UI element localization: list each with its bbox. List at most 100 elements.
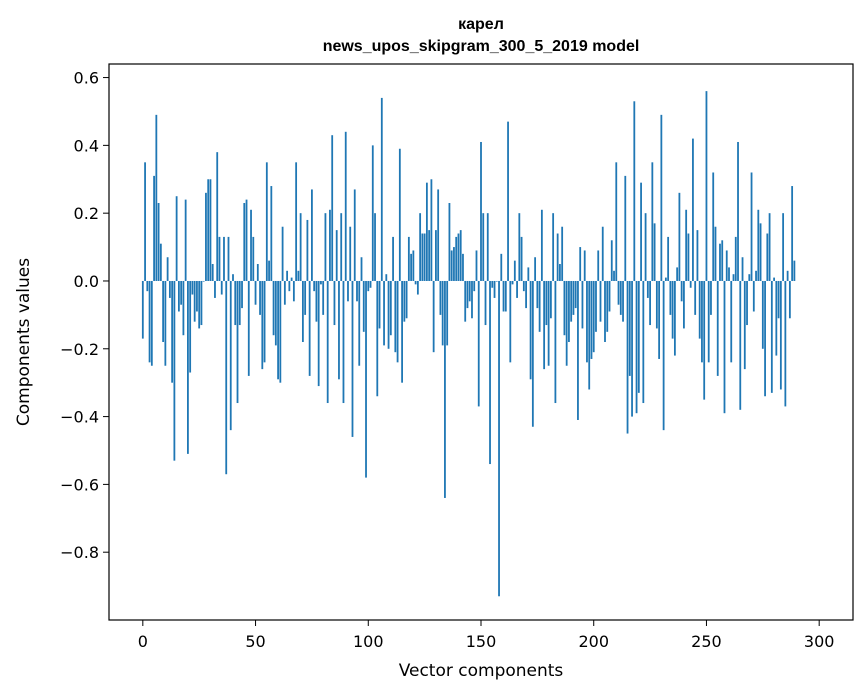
bar (371, 145, 374, 281)
bar (680, 280, 683, 302)
bar (283, 280, 286, 305)
bar (540, 209, 543, 281)
bar (315, 280, 318, 322)
bar (193, 280, 196, 322)
bar (613, 270, 615, 281)
bar (353, 189, 356, 281)
bar (329, 209, 331, 281)
bar (380, 97, 383, 281)
bar (441, 280, 444, 346)
chart-title-line2: news_upos_skipgram_300_5_2019 model (323, 38, 640, 55)
bar (153, 175, 155, 281)
bar (421, 233, 424, 281)
bar (705, 91, 708, 281)
bar (367, 280, 370, 292)
bar (495, 280, 498, 282)
bar (622, 280, 624, 322)
bar (304, 280, 307, 315)
bar (196, 280, 198, 312)
bar (146, 280, 149, 292)
bar (779, 280, 782, 390)
bar (549, 280, 552, 319)
bar (428, 230, 431, 281)
bar (272, 280, 275, 336)
bar (723, 280, 726, 414)
bar (559, 264, 561, 281)
bar (286, 270, 289, 281)
bar (468, 280, 471, 302)
bar (407, 236, 410, 281)
bar (635, 280, 638, 414)
bar (177, 280, 180, 312)
bar (335, 230, 338, 281)
bar (214, 280, 216, 298)
x-tick-label: 50 (245, 632, 265, 651)
bar (250, 209, 252, 281)
bar (543, 280, 546, 370)
bar (561, 226, 564, 281)
bar (247, 280, 250, 376)
bar (365, 280, 367, 478)
bar (444, 280, 446, 498)
bar (295, 162, 298, 281)
bar (707, 280, 710, 363)
bar (374, 213, 376, 281)
bar (719, 243, 721, 281)
bar (595, 280, 597, 332)
bar (489, 280, 491, 465)
bar (721, 240, 724, 281)
bar (290, 277, 293, 281)
bar (313, 280, 316, 292)
plot-frame (108, 63, 854, 621)
bar (202, 280, 205, 282)
bar (660, 114, 663, 281)
bar (356, 280, 358, 302)
bar (209, 179, 212, 281)
bar (430, 179, 433, 281)
bar (401, 280, 403, 383)
bar (464, 280, 467, 322)
bar (770, 280, 773, 393)
bar (577, 280, 579, 420)
bar (394, 280, 397, 353)
bar (396, 280, 399, 363)
bar (597, 250, 600, 281)
bar (491, 280, 494, 288)
y-tick-label: 0.6 (74, 69, 99, 88)
bar (759, 223, 762, 281)
bar (419, 213, 422, 281)
bar (685, 209, 688, 281)
bar (277, 280, 279, 380)
bar (633, 101, 636, 281)
bar (502, 280, 505, 312)
bar (383, 280, 385, 346)
bar (211, 264, 214, 281)
bar (493, 280, 496, 298)
bar (166, 257, 169, 281)
bar (342, 280, 345, 404)
bar (437, 189, 440, 281)
bar (748, 274, 751, 281)
bar (144, 162, 146, 281)
bar (703, 280, 706, 400)
bar (732, 274, 735, 281)
bar (347, 280, 349, 302)
bar (563, 280, 566, 336)
bar (200, 280, 203, 326)
bar (238, 280, 241, 326)
bar (701, 280, 703, 363)
bar (728, 267, 730, 281)
bar (565, 280, 568, 366)
bar (716, 280, 719, 376)
bar (761, 280, 764, 349)
bar (450, 250, 453, 281)
bar (683, 280, 685, 329)
bar (218, 236, 221, 281)
bar (155, 114, 158, 281)
bar (184, 199, 187, 281)
bar (610, 240, 613, 281)
bar (784, 280, 787, 407)
bar (241, 280, 243, 309)
bar (786, 270, 789, 281)
bar (764, 280, 766, 397)
